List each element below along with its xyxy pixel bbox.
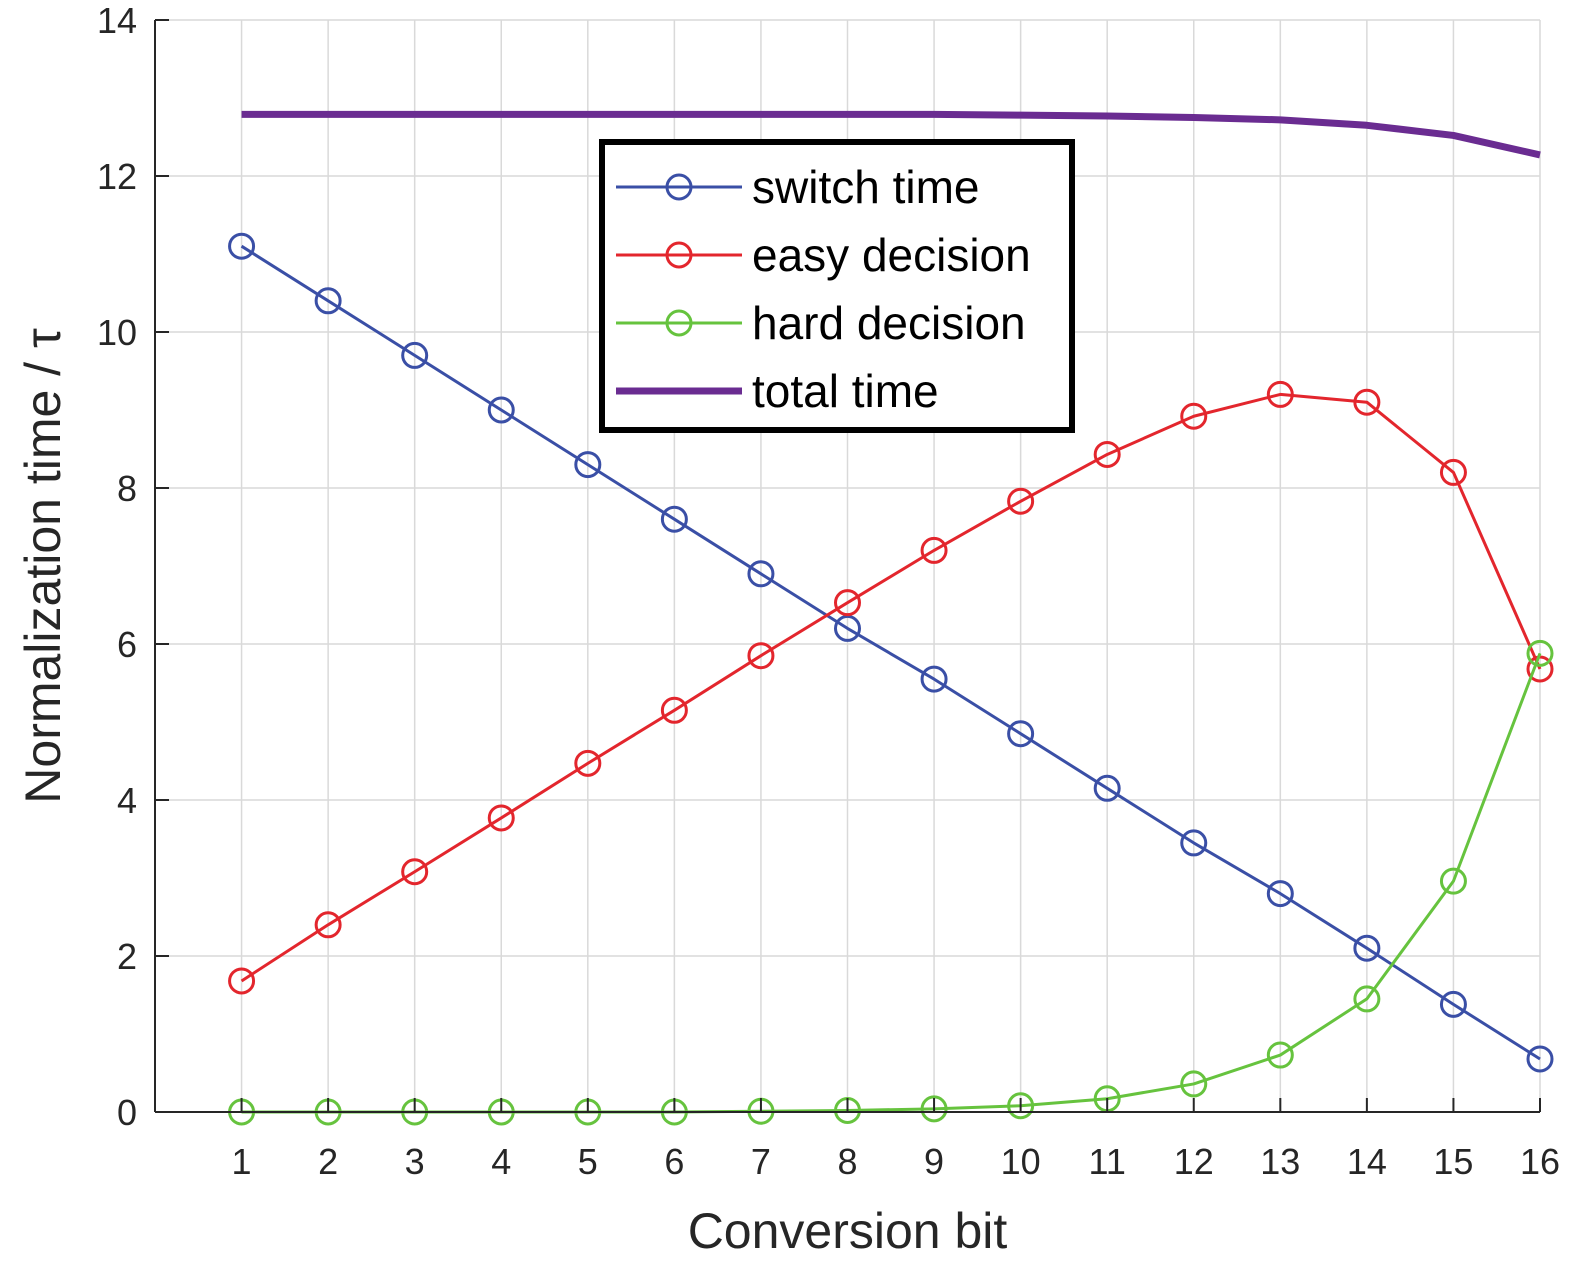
x-tick-label: 13: [1260, 1141, 1300, 1182]
data-point: [1007, 1092, 1035, 1120]
data-point: [574, 451, 602, 479]
data-point: [1093, 440, 1121, 468]
y-tick-label: 8: [117, 468, 137, 509]
data-point: [487, 804, 515, 832]
data-point: [574, 749, 602, 777]
y-axis-label: Normalization time / τ: [15, 328, 71, 804]
data-point: [1526, 639, 1554, 667]
x-tick-label: 5: [578, 1141, 598, 1182]
x-axis-label: Conversion bit: [688, 1203, 1008, 1259]
data-point: [747, 560, 775, 588]
data-point: [834, 589, 861, 617]
axes: [154, 19, 1541, 1113]
legend: switch time easy decision hard decision tot…: [599, 139, 1075, 433]
x-tick-label: 7: [751, 1141, 771, 1182]
legend-label: hard decision: [752, 297, 1026, 349]
legend-label: easy decision: [752, 229, 1031, 281]
data-point: [1266, 1041, 1294, 1069]
data-point: [747, 642, 775, 670]
data-point: [401, 341, 429, 369]
legend-item: easy decision: [616, 229, 1031, 281]
data-point: [1180, 1070, 1208, 1098]
x-tick-label: 12: [1174, 1141, 1214, 1182]
y-tick-label: 2: [117, 936, 137, 977]
x-tick-label: 3: [405, 1141, 425, 1182]
y-tick-label: 12: [97, 156, 137, 197]
series-switch-time: [228, 232, 1554, 1073]
data-point: [1353, 985, 1381, 1013]
series-line: [241, 652, 1542, 1114]
data-point: [1439, 458, 1467, 486]
series-easy-decision: [228, 380, 1554, 995]
data-point: [228, 967, 256, 995]
x-tick-label: 4: [491, 1141, 511, 1182]
data-point: [660, 696, 688, 724]
y-tick-label: 10: [97, 312, 137, 353]
data-point: [834, 614, 861, 642]
x-tick-label: 9: [924, 1141, 944, 1182]
series-line: [240, 392, 1542, 983]
data-point: [1093, 774, 1121, 802]
x-tick-label: 10: [1001, 1141, 1041, 1182]
data-point: [1353, 934, 1381, 962]
legend-box: [599, 139, 1075, 433]
data-point: [1007, 720, 1035, 748]
x-tick-label: 14: [1347, 1141, 1387, 1182]
legend-label: switch time: [752, 161, 979, 213]
x-tick-label: 2: [318, 1141, 338, 1182]
legend-marker: [665, 309, 693, 337]
data-point: [1180, 402, 1208, 430]
y-tick-label: 0: [117, 1092, 137, 1133]
data-point: [1353, 388, 1381, 416]
data-point: [487, 396, 515, 424]
series-total-time: [241, 110, 1541, 159]
data-point: [1439, 990, 1467, 1018]
y-tick-label: 4: [117, 780, 137, 821]
data-point: [1180, 829, 1208, 857]
data-point: [228, 232, 256, 260]
data-point: [314, 287, 342, 315]
legend-item: hard decision: [616, 297, 1026, 349]
data-point: [920, 536, 948, 564]
legend-item: total time: [616, 365, 939, 417]
data-point: [314, 911, 342, 939]
data-point: [920, 1095, 948, 1123]
data-point: [401, 858, 429, 886]
data-point: [1266, 880, 1294, 908]
x-tick-label: 6: [664, 1141, 684, 1182]
legend-marker: [665, 241, 693, 269]
data-point: [1266, 380, 1294, 408]
legend-marker: [665, 173, 693, 201]
legend-item: switch time: [616, 161, 979, 213]
data-point: [1526, 1045, 1554, 1073]
x-tick-label: 1: [232, 1141, 252, 1182]
legend-label: total time: [752, 365, 939, 417]
series-hard-decision: [228, 639, 1554, 1126]
data-point: [1439, 867, 1467, 895]
series-line: [241, 110, 1541, 159]
x-tick-label: 16: [1520, 1141, 1560, 1182]
data-point: [920, 665, 948, 693]
x-tick-label: 8: [837, 1141, 857, 1182]
y-tick-label: 14: [97, 0, 137, 41]
y-tick-label: 6: [117, 624, 137, 665]
x-tick-label: 11: [1089, 1141, 1126, 1182]
series-line: [240, 244, 1541, 1061]
data-point: [660, 505, 688, 533]
x-tick-label: 15: [1433, 1141, 1473, 1182]
data-point: [1007, 487, 1035, 515]
